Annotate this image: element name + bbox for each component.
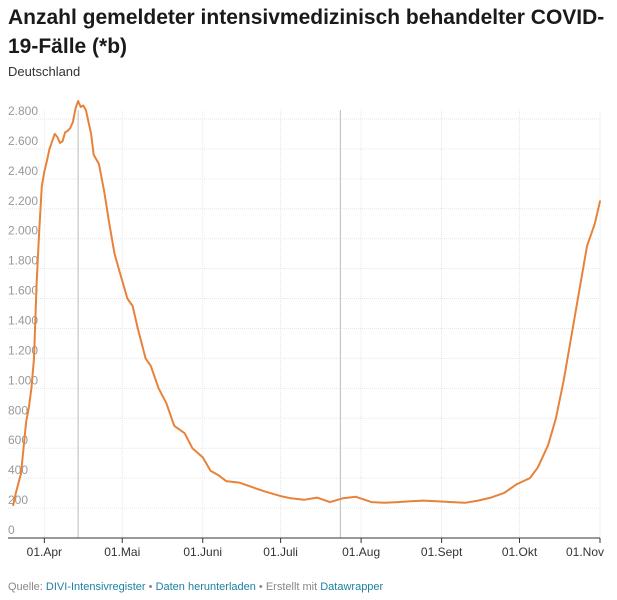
series-line bbox=[12, 100, 601, 507]
chart-subtitle: Deutschland bbox=[8, 64, 81, 79]
source-label: Quelle: bbox=[8, 581, 43, 593]
line-chart: 02004006008001.0001.2001.4001.6001.8002.… bbox=[8, 100, 604, 559]
y-tick-label: 1.400 bbox=[8, 313, 38, 327]
y-tick-labels: 02004006008001.0001.2001.4001.6001.8002.… bbox=[8, 104, 38, 537]
created-with-label: • Erstellt mit bbox=[258, 581, 318, 593]
separator: • bbox=[148, 581, 153, 593]
y-tick-label: 2.200 bbox=[8, 194, 38, 208]
y-tick-label: 1.800 bbox=[8, 254, 38, 268]
y-tick-label: 800 bbox=[8, 403, 28, 417]
download-data-link[interactable]: Daten herunterladen bbox=[155, 581, 256, 593]
footer: Quelle: DIVI-Intensivregister • Daten he… bbox=[8, 581, 383, 593]
source-link[interactable]: DIVI-Intensivregister bbox=[45, 581, 146, 593]
y-tick-label: 2.400 bbox=[8, 164, 38, 178]
y-tick-label: 2.600 bbox=[8, 134, 38, 148]
y-tick-label: 2.800 bbox=[8, 104, 38, 118]
x-tick-label: 01.Sept bbox=[421, 545, 463, 559]
y-tick-label: 1.000 bbox=[8, 373, 38, 387]
x-tick-label: 01.Okt bbox=[502, 545, 538, 559]
y-tick-label: 1.600 bbox=[8, 284, 38, 298]
x-tick-label: 01.Nov bbox=[566, 545, 604, 559]
x-tick-label: 01.Mai bbox=[104, 545, 140, 559]
series-group bbox=[12, 100, 601, 507]
x-tick-label: 01.Juli bbox=[263, 545, 298, 559]
y-tick-label: 200 bbox=[8, 493, 28, 507]
x-tick-label: 01.Apr bbox=[27, 545, 62, 559]
x-tick-label: 01.Aug bbox=[342, 545, 380, 559]
y-gridlines bbox=[8, 110, 601, 538]
chart-title: Anzahl gemeldeter intensivmedizinisch be… bbox=[8, 6, 605, 58]
y-tick-label: 1.200 bbox=[8, 343, 38, 357]
x-axis: 01.Apr 01.Mai 01.Juni 01.Juli 01.Aug 01.Sept 0… bbox=[8, 537, 604, 559]
datawrapper-link[interactable]: Datawrapper bbox=[320, 581, 384, 593]
y-tick-label: 2.000 bbox=[8, 224, 38, 238]
y-tick-label: 400 bbox=[8, 463, 28, 477]
vertical-markers bbox=[77, 110, 341, 538]
y-tick-label: 0 bbox=[8, 523, 15, 537]
x-tick-label: 01.Juni bbox=[183, 545, 222, 559]
